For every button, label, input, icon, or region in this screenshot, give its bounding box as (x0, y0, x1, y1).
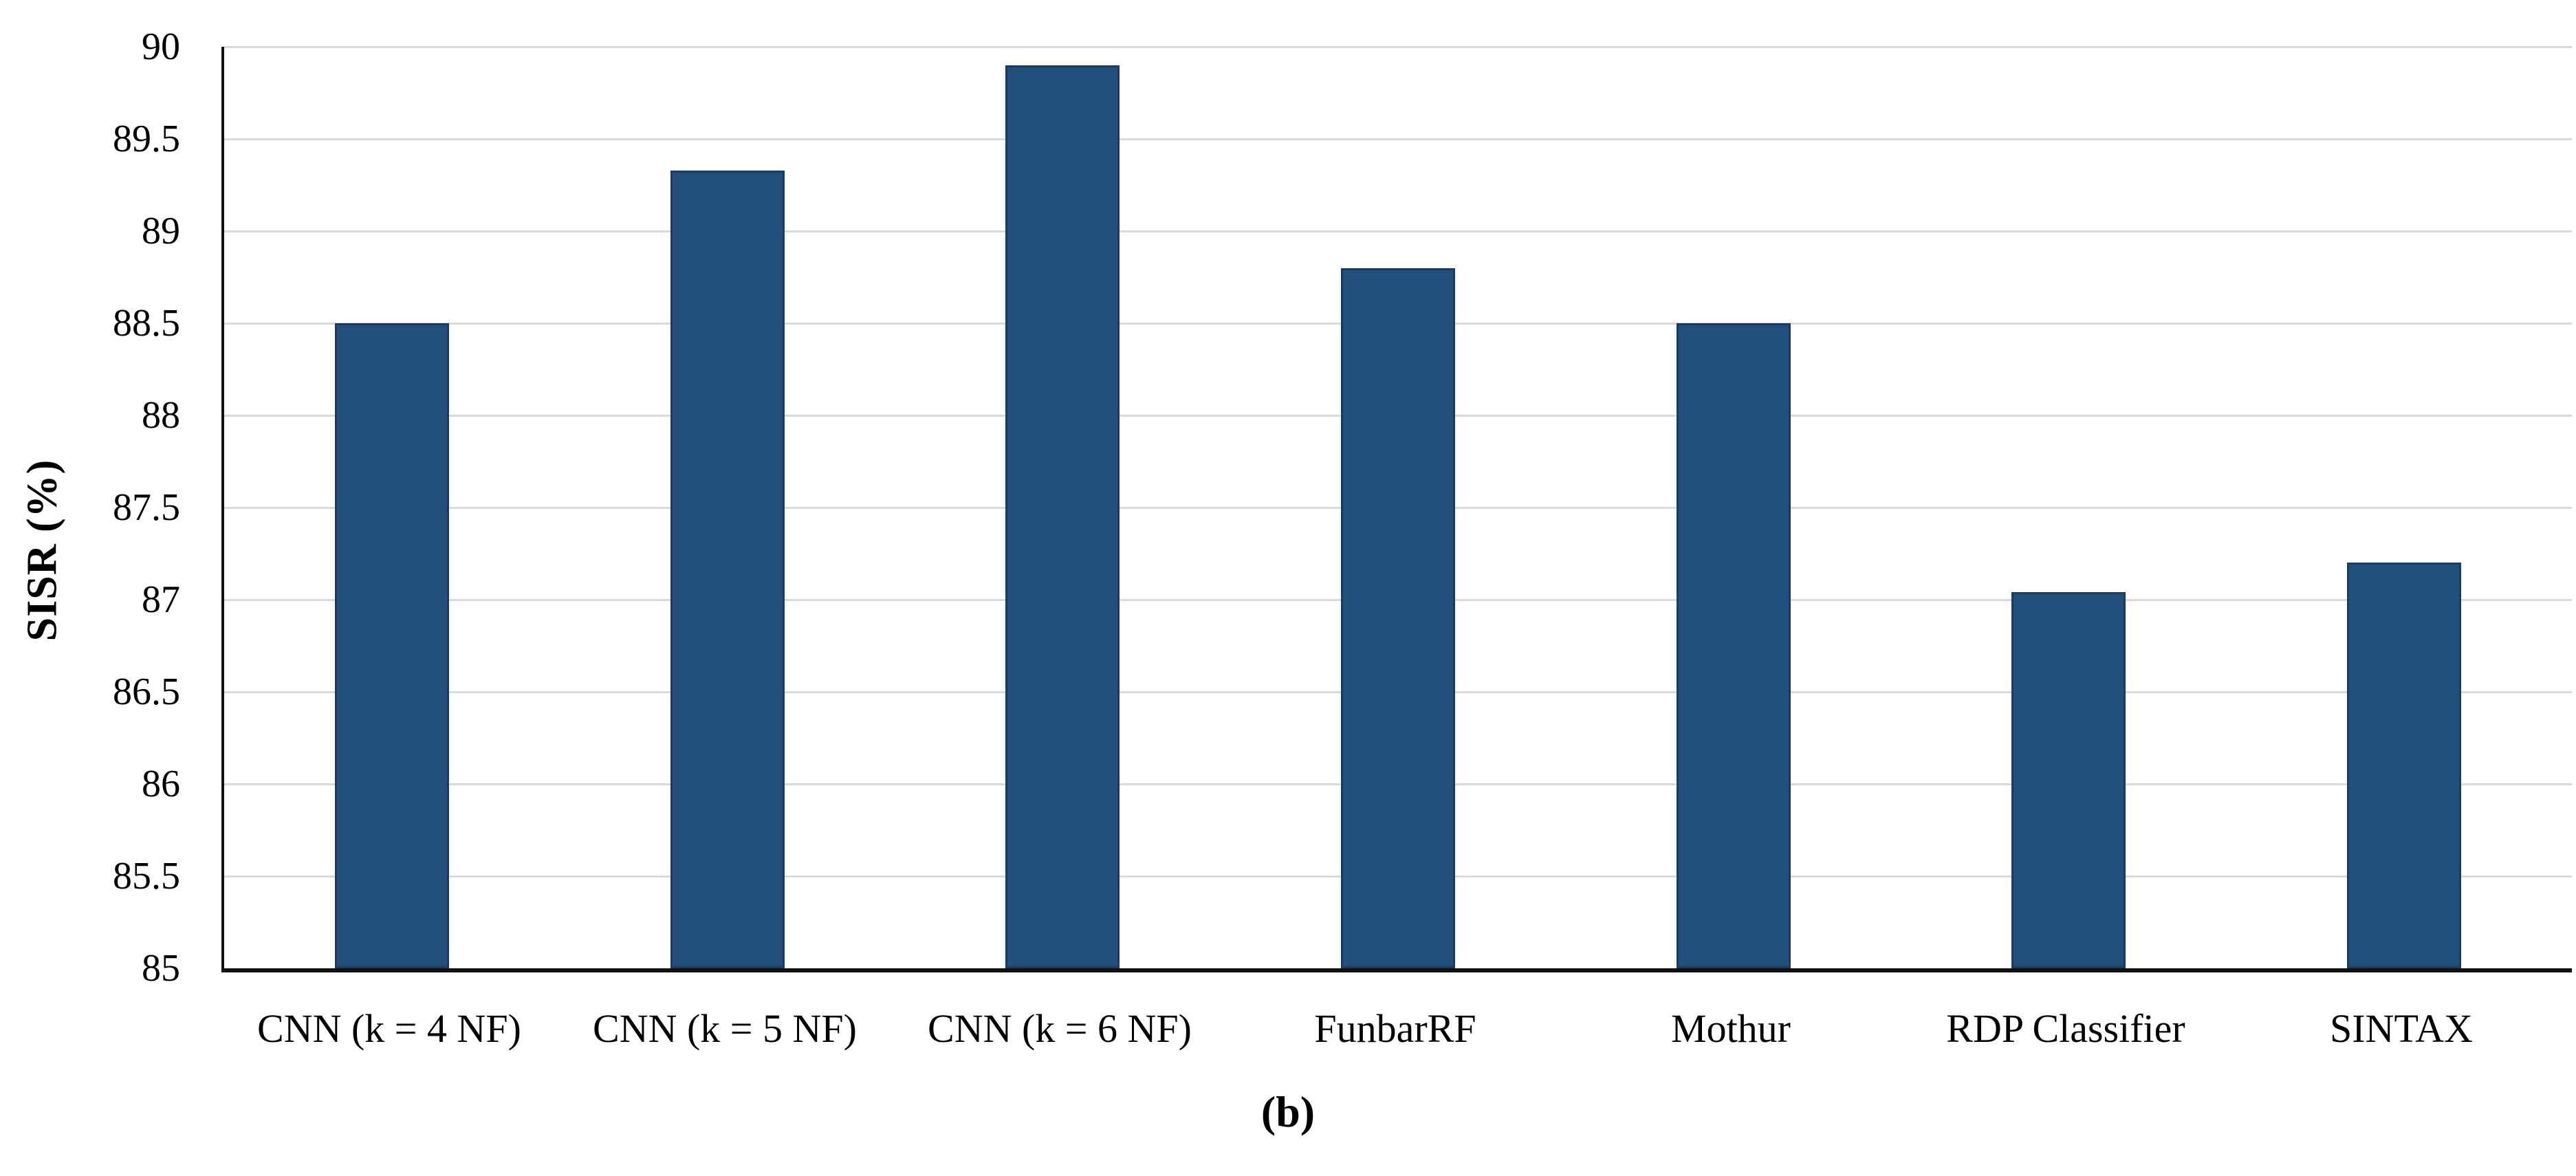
y-axis-tick-labels: 85 85.5 86 86.5 87 87.5 88 88.5 89 89.5 90 (0, 0, 180, 1176)
bar-rdp-classifier (2011, 592, 2126, 968)
y-tick-label-90: 90 (142, 25, 180, 68)
y-tick-label-85: 85 (142, 947, 180, 990)
x-tick-label-rdp-classifier: RDP Classifier (1946, 1006, 2185, 1051)
gridline-90 (224, 46, 2572, 48)
x-tick-label-cnn-k-5-nf: CNN (k = 5 NF) (593, 1006, 857, 1051)
bar-funbarrf (1341, 268, 1455, 968)
bar-sintax (2347, 563, 2461, 968)
bar-mothur (1677, 323, 1791, 968)
x-tick-label-funbarrf: FunbarRF (1314, 1006, 1476, 1051)
panel-caption: (b) (1260, 1087, 1316, 1136)
gridline-89 (224, 230, 2572, 232)
gridline-89.5 (224, 138, 2572, 140)
y-tick-label-87: 87 (142, 578, 180, 621)
x-tick-label-cnn-k-6-nf: CNN (k = 6 NF) (928, 1006, 1192, 1051)
y-tick-label-89: 89 (142, 210, 180, 252)
bar-cnn-k-5-nf (670, 171, 785, 968)
plot-area (221, 46, 2572, 972)
bar-cnn-k-4-nf (335, 323, 449, 968)
y-tick-label-89.5: 89.5 (113, 118, 180, 160)
x-tick-label-sintax: SINTAX (2329, 1006, 2473, 1051)
x-tick-label-mothur: Mothur (1671, 1006, 1791, 1051)
y-tick-label-88.5: 88.5 (113, 302, 180, 345)
y-tick-label-86: 86 (142, 763, 180, 805)
y-tick-label-87.5: 87.5 (113, 486, 180, 529)
bar-cnn-k-6-nf (1005, 65, 1120, 968)
y-tick-label-88: 88 (142, 394, 180, 437)
x-tick-label-cnn-k-4-nf: CNN (k = 4 NF) (257, 1006, 521, 1051)
y-tick-label-85.5: 85.5 (113, 855, 180, 897)
y-tick-label-86.5: 86.5 (113, 671, 180, 713)
